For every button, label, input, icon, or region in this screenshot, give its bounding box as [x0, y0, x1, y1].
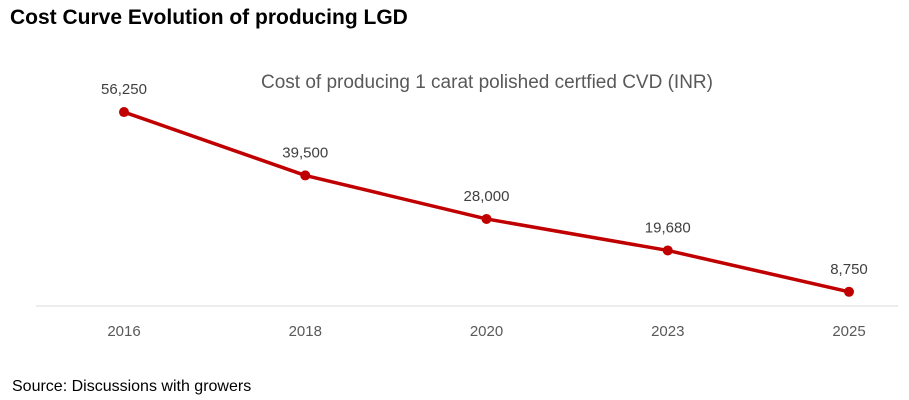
x-tick-label: 2020 — [470, 323, 503, 340]
data-point — [844, 286, 854, 297]
x-tick-label: 2025 — [832, 323, 865, 340]
data-point — [662, 245, 673, 256]
chart-title: Cost of producing 1 carat polished certf… — [261, 72, 713, 93]
data-point — [300, 170, 311, 181]
data-point — [481, 213, 492, 224]
data-point — [119, 107, 129, 118]
source-note: Source: Discussions with growers — [12, 378, 252, 395]
data-label: 8,750 — [830, 261, 868, 278]
x-tick-label: 2016 — [107, 323, 140, 340]
x-tick-label: 2023 — [651, 323, 684, 340]
data-label: 28,000 — [464, 188, 510, 205]
data-label: 19,680 — [645, 219, 691, 236]
x-tick-label: 2018 — [289, 323, 322, 340]
data-label: 39,500 — [282, 144, 328, 161]
page-heading: Cost Curve Evolution of producing LGD — [10, 6, 408, 29]
data-label: 56,250 — [101, 81, 147, 98]
